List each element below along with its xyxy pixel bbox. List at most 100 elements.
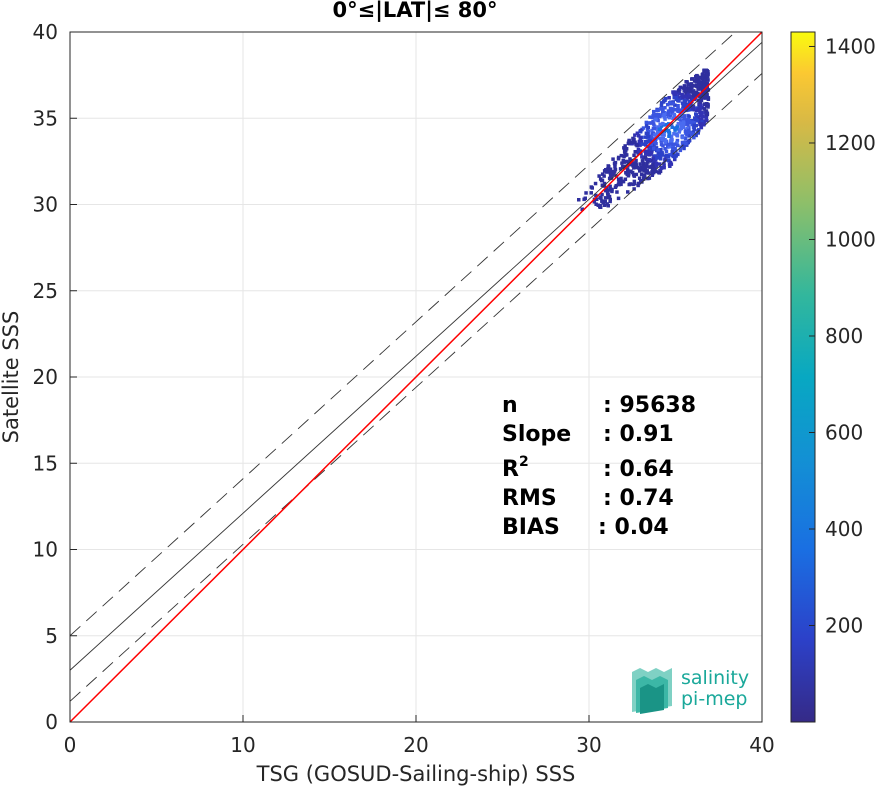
density-cell [691,91,696,95]
density-cell [689,120,693,125]
density-cell [658,153,663,157]
stat-rms-value: : 0.74 [603,486,674,511]
density-cell [635,143,639,148]
density-cell [684,141,688,146]
density-cell [684,129,689,134]
density-cell [684,122,688,126]
density-cell [614,184,618,188]
density-cell [682,86,686,91]
density-cell [702,83,706,88]
density-cell [659,148,663,152]
density-cell [651,156,655,161]
density-cell [663,157,667,161]
density-cell [627,172,631,176]
density-cell [638,169,642,173]
density-cell [649,137,653,142]
density-cell [688,94,692,98]
density-cell [669,134,674,139]
density-cell [604,186,609,191]
density-cell [660,111,665,115]
density-cell [674,95,679,99]
density-cell [654,142,658,146]
stat-n-label: n [502,393,518,418]
stat-r2-label: R2 [502,454,529,482]
y-axis-ticks: 0 5 10 15 20 25 30 35 40 [33,20,77,734]
density-cell [627,182,631,187]
density-cell [648,144,652,148]
density-cell [608,199,612,204]
density-cell [632,187,636,191]
density-cell [674,97,679,102]
density-cell [598,177,603,181]
density-cell [699,111,703,115]
y-tick-label: 25 [33,279,58,303]
density-cell [607,188,611,192]
density-cell [699,103,703,107]
density-cell [692,127,697,131]
density-cell [623,177,628,181]
density-cell [654,164,659,168]
density-cell [644,122,649,127]
density-cell [620,164,625,169]
density-cell [705,72,709,76]
density-cell [656,148,660,152]
density-cell [628,157,632,161]
density-cell [692,123,696,128]
density-cell [633,133,637,137]
density-cell [584,191,588,195]
density-cell [666,102,670,107]
density-cell [664,111,669,116]
density-cell [675,124,680,128]
density-cell [652,122,656,126]
density-cell [607,168,612,172]
density-cell [640,159,645,163]
density-cell [606,192,610,197]
density-cell [679,109,683,113]
density-cell [706,96,711,100]
density-cell [645,132,650,136]
stat-rms-label: RMS [502,486,557,511]
density-cell [700,106,704,110]
density-cell [659,106,663,111]
density-cell [624,147,629,151]
density-cell [615,190,619,194]
density-cell [668,113,673,117]
colorbar [790,31,816,723]
fit-upper-bound-line [69,31,736,637]
density-cell [620,161,624,165]
density-cell [687,99,692,104]
density-cell [651,126,656,131]
density-cell [657,127,662,132]
density-cell [682,146,686,151]
salinity-pi-mep-logo: salinity pi-mep [632,667,749,714]
stat-bias-label: BIAS [502,515,560,540]
density-cell [630,162,634,166]
x-tick-label: 40 [749,733,774,757]
density-cell [672,112,676,117]
density-cell [701,72,705,76]
density-cell [700,120,704,124]
density-cell [684,120,688,125]
density-cell [646,171,651,175]
density-cell [649,121,653,125]
density-cell [580,207,584,211]
density-cell [612,169,617,174]
density-cell [651,137,656,141]
density-cell [703,92,708,97]
x-tick-label: 20 [403,733,428,757]
density-cell [604,168,608,172]
density-cell [676,143,680,148]
density-cell [605,202,609,206]
density-cell [654,146,659,150]
density-cell [602,174,606,178]
density-cell [702,80,707,84]
density-cell [602,184,607,188]
density-cell [705,81,710,86]
density-cell [661,108,665,113]
density-cell [682,98,687,103]
density-cell [692,135,696,140]
density-cell [682,143,686,148]
density-cell [605,190,610,194]
density-cell [637,139,642,144]
density-cell [698,122,702,127]
